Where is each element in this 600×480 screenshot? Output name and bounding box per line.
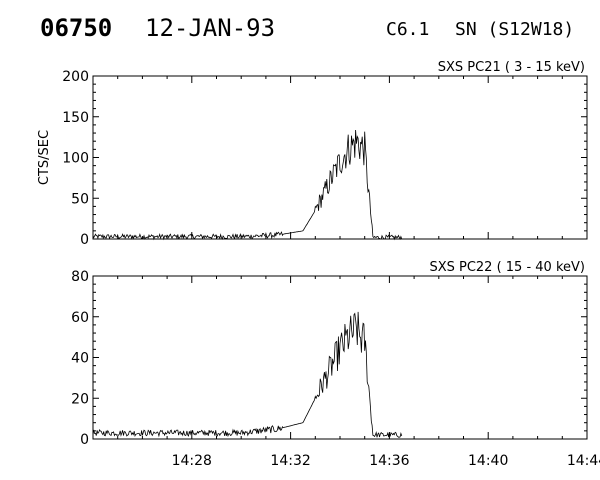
panel-pc22: SXS PC22 ( 15 - 40 keV) 0 20 40 60 80 14:28 14:…: [71, 260, 600, 469]
y-tick-label: 200: [62, 69, 89, 85]
y-tick-label: 100: [62, 151, 89, 167]
x-tick-label: 14:44: [567, 453, 600, 469]
panel-pc21: SXS PC21 ( 3 - 15 keV) CTS/SEC 0 50 100 150 20…: [37, 60, 588, 248]
flare-class: C6.1: [386, 19, 430, 40]
event-date: 12-JAN-93: [145, 14, 276, 42]
panel-title: SXS PC21 ( 3 - 15 keV): [438, 60, 585, 75]
y-tick-label: 150: [62, 110, 89, 126]
y-tick-label: 50: [71, 191, 89, 207]
plot-frame: [92, 75, 588, 240]
y-tick-label: 20: [71, 391, 89, 407]
series-line: [92, 129, 403, 241]
series-line: [92, 311, 403, 438]
y-tick-label: 60: [71, 310, 89, 326]
x-tick-label: 14:28: [172, 453, 212, 469]
y-axis-label: CTS/SEC: [37, 130, 52, 185]
x-tick-label: 14:32: [270, 453, 310, 469]
plot-frame: [92, 275, 588, 440]
x-tick-label: 14:40: [468, 453, 508, 469]
y-tick-label: 80: [71, 269, 89, 285]
panel-title: SXS PC22 ( 15 - 40 keV): [429, 260, 585, 275]
event-number: 06750: [40, 14, 113, 42]
y-tick-label: 40: [71, 351, 89, 367]
y-tick-label: 0: [80, 432, 89, 448]
flare-location: SN (S12W18): [455, 19, 575, 40]
y-tick-label: 0: [80, 232, 89, 248]
x-tick-label: 14:36: [369, 453, 409, 469]
